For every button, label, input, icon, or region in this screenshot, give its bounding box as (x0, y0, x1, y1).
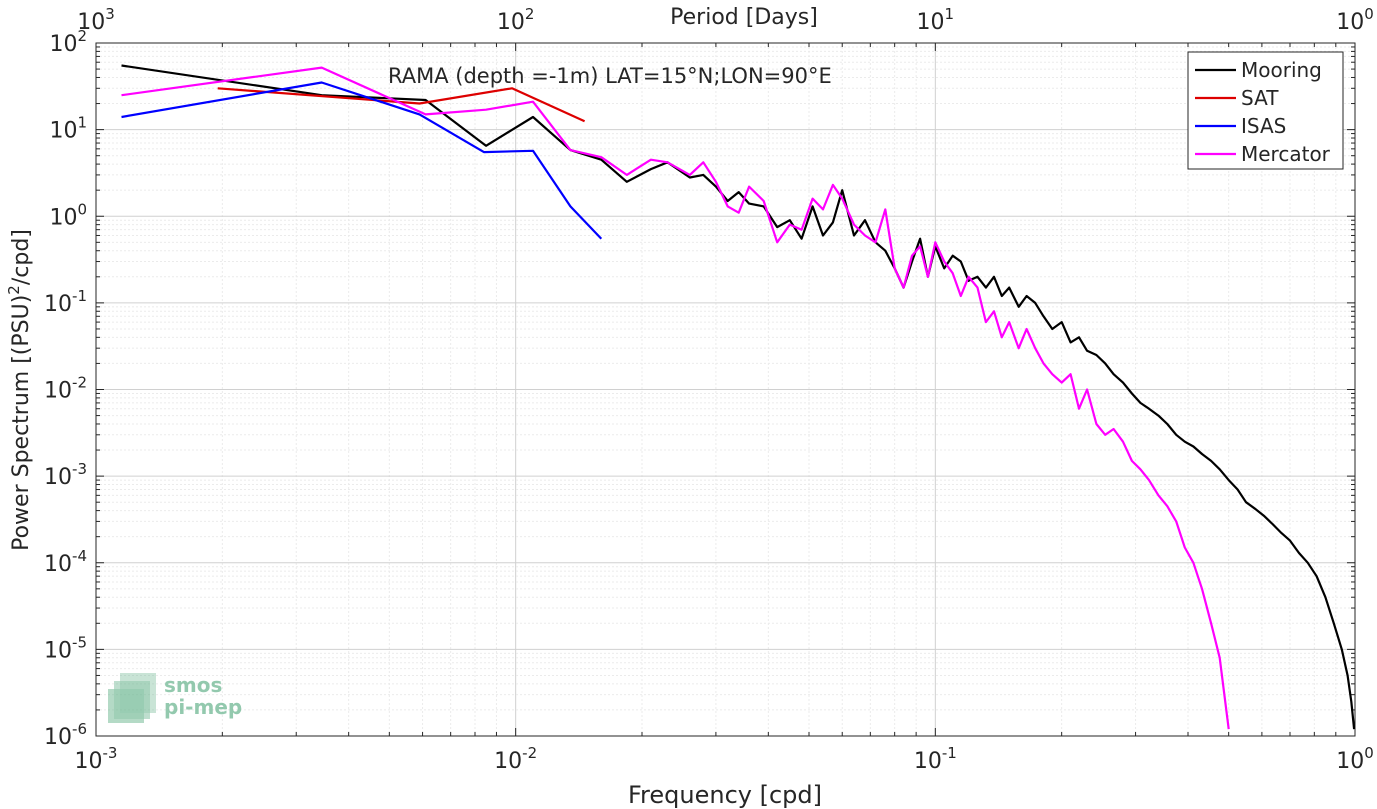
y-tick-label: 100 (49, 200, 87, 230)
watermark-logo-block-front (108, 689, 144, 723)
legend: Mooring SAT ISAS Mercator (1187, 51, 1344, 170)
series-line-isas (121, 81, 603, 240)
x-tick-label-exponent: -3 (103, 744, 118, 762)
x-tick-label-exponent: -2 (522, 744, 537, 762)
y-tick-label-exponent: -5 (72, 633, 87, 651)
y-tick-label-base: 10 (44, 638, 72, 663)
legend-items: Mooring SAT ISAS Mercator (1195, 58, 1331, 166)
y-axis-label-exponent: 2 (5, 285, 23, 295)
chart-title: RAMA (depth =-1m) LAT=15°N;LON=90°E (388, 64, 832, 88)
y-tick-label-exponent: -3 (72, 460, 87, 478)
y-tick-label-base: 10 (49, 205, 77, 230)
legend-box (1187, 51, 1344, 170)
y-axis-label-main: Power Spectrum [(PSU) (9, 295, 34, 551)
y-tick-label: 102 (49, 27, 87, 57)
watermark-line-2: pi-mep (164, 695, 242, 719)
legend-label-isas: ISAS (1241, 114, 1286, 138)
top-tick-label-exponent: 1 (945, 5, 955, 23)
x-tick-label: 10-3 (75, 744, 118, 774)
y-tick-label-exponent: 1 (77, 114, 87, 132)
y-tick-label: 101 (49, 114, 87, 144)
series-line-mercator (121, 66, 1230, 730)
y-tick-label-base: 10 (49, 32, 77, 57)
top-tick-label-base: 10 (77, 10, 105, 35)
legend-label-mercator: Mercator (1241, 142, 1331, 166)
x-axis-label: Frequency [cpd] (628, 781, 822, 809)
y-tick-label-exponent: 2 (77, 27, 87, 45)
series-lines (121, 64, 1356, 730)
y-tick-label: 10-6 (44, 720, 87, 750)
x-tick-label-base: 10 (75, 749, 103, 774)
top-tick-label: 103 (77, 5, 115, 35)
y-tick-label-exponent: -1 (72, 287, 87, 305)
y-tick-label: 10-4 (44, 547, 87, 577)
y-tick-label: 10-2 (44, 374, 87, 404)
y-tick-label: 10-3 (44, 460, 87, 490)
series-line-sat (217, 87, 586, 123)
y-tick-label-exponent: -2 (72, 374, 87, 392)
x-tick-label: 10-2 (494, 744, 537, 774)
top-tick-label-exponent: 0 (1364, 5, 1374, 23)
x-tick-label: 100 (1336, 744, 1374, 774)
y-tick-label-base: 10 (44, 379, 72, 404)
top-tick-label: 102 (497, 5, 535, 35)
series-line-mooring (121, 64, 1356, 730)
top-tick-label-base: 10 (1336, 10, 1364, 35)
y-tick-label-base: 10 (44, 552, 72, 577)
x-tick-label-base: 10 (914, 749, 942, 774)
y-tick-label-base: 10 (44, 725, 72, 750)
y-tick-label-base: 10 (44, 465, 72, 490)
watermark-line-1: smos (164, 673, 222, 697)
x-tick-label-exponent: -1 (942, 744, 957, 762)
smos-watermark: smos pi-mep (108, 673, 242, 723)
y-tick-label-exponent: -6 (72, 720, 87, 738)
x-tick-label-base: 10 (1336, 749, 1364, 774)
y-tick-label: 10-5 (44, 633, 87, 663)
top-tick-label-base: 10 (917, 10, 945, 35)
top-tick-label: 100 (1336, 5, 1374, 35)
y-tick-label-exponent: -4 (72, 547, 87, 565)
y-tick-label: 10-1 (44, 287, 87, 317)
x-tick-label-base: 10 (494, 749, 522, 774)
y-axis-label: Power Spectrum [(PSU)2/cpd] (5, 229, 34, 551)
top-tick-label-exponent: 2 (525, 5, 535, 23)
legend-label-mooring: Mooring (1241, 58, 1322, 82)
top-tick-label-base: 10 (497, 10, 525, 35)
y-tick-label-exponent: 0 (77, 200, 87, 218)
top-tick-label-exponent: 3 (105, 5, 115, 23)
y-tick-label-base: 10 (44, 292, 72, 317)
y-tick-label-base: 10 (49, 119, 77, 144)
top-tick-label: 101 (917, 5, 955, 35)
top-axis-label: Period [Days] (670, 5, 818, 30)
y-axis-label-unit: /cpd] (9, 229, 34, 285)
legend-label-sat: SAT (1241, 86, 1279, 110)
x-tick-label-exponent: 0 (1364, 744, 1374, 762)
grid (95, 43, 1355, 737)
x-tick-label: 10-1 (914, 744, 957, 774)
